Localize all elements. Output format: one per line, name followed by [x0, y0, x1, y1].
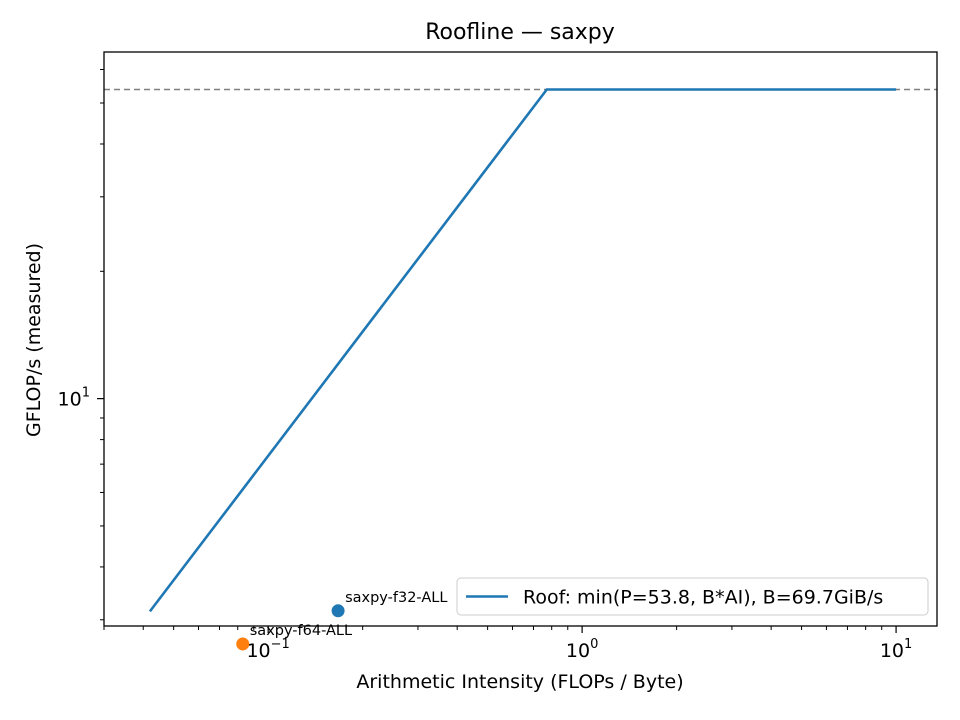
- x-tick-label: 101: [880, 637, 912, 662]
- legend-box: [456, 577, 929, 616]
- measured-point: [236, 637, 250, 651]
- plot-area: 10−1 100 101 101 saxpy-f32-ALL saxpy-f64-ALL: [58, 51, 938, 662]
- measured-point: [331, 604, 345, 618]
- axes-frame: [103, 51, 938, 627]
- y-axis-label: GFLOP/s (measured): [23, 243, 45, 437]
- y-tick-label: 101: [58, 386, 90, 411]
- x-tick-label: 100: [566, 637, 598, 662]
- point-label: saxpy-f64-ALL: [250, 623, 352, 639]
- point-label: saxpy-f32-ALL: [345, 590, 447, 606]
- x-tick-label: 10−1: [246, 637, 289, 662]
- x-axis-label: Arithmetic Intensity (FLOPs / Byte): [356, 671, 683, 693]
- legend-label: Roof: min(P=53.8, B*AI), B=69.7GiB/s: [523, 587, 883, 609]
- legend: Roof: min(P=53.8, B*AI), B=69.7GiB/s: [456, 577, 929, 616]
- chart-title: Roofline — saxpy: [425, 20, 615, 45]
- roof-line: [148, 88, 897, 613]
